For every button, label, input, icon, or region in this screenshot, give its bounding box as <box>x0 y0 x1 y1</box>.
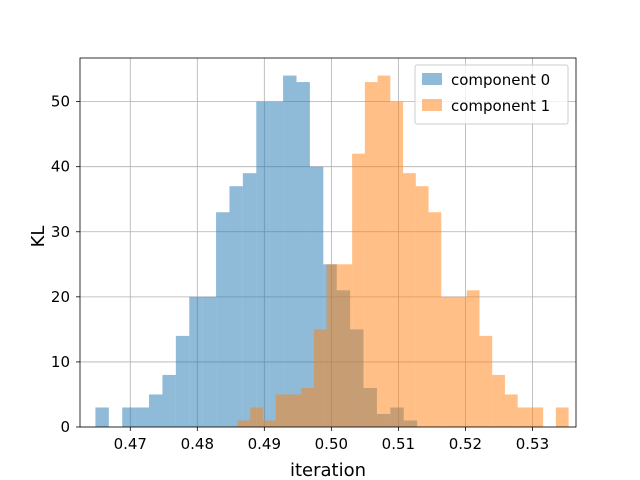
y-tick-label: 0 <box>60 418 70 436</box>
histogram-bars <box>95 75 569 428</box>
histogram-bar-component-0 <box>269 101 284 427</box>
histogram-bar-component-1 <box>352 153 365 427</box>
histogram-bar-component-0 <box>256 101 270 427</box>
legend-label-component-1: component 1 <box>451 97 550 115</box>
histogram-bar-component-1 <box>517 407 531 427</box>
histogram-bar-component-1 <box>530 407 544 427</box>
histogram-bar-component-1 <box>466 290 480 427</box>
x-axis-label: iteration <box>290 460 366 480</box>
histogram-bar-component-1 <box>250 407 263 427</box>
plot-frame <box>79 57 577 428</box>
histogram-bar-component-0 <box>296 82 310 427</box>
histogram-bar-component-1 <box>415 186 429 427</box>
histogram-bar-component-1 <box>326 264 340 427</box>
histogram-bar-component-1 <box>301 387 314 427</box>
histogram-bar-component-0 <box>189 296 203 427</box>
y-tick-label: 10 <box>51 353 70 371</box>
histogram-bar-component-0 <box>135 407 150 427</box>
x-tick-label: 0.53 <box>516 435 549 453</box>
histogram-bar-component-1 <box>237 420 251 427</box>
legend: component 0 component 1 <box>414 64 569 125</box>
y-axis-label: KL <box>28 226 49 248</box>
x-tick-label: 0.52 <box>449 435 482 453</box>
histogram-bar-component-1 <box>390 101 404 427</box>
histogram-bar-component-1 <box>479 335 493 427</box>
y-tick-label: 40 <box>51 158 70 176</box>
histogram-bar-component-0 <box>242 173 257 427</box>
histogram-bar-component-0 <box>95 407 109 427</box>
histogram-bar-component-1 <box>262 420 276 427</box>
histogram-bar-component-1 <box>403 173 416 427</box>
histogram-bar-component-0 <box>122 407 136 427</box>
x-tick-label: 0.49 <box>248 435 281 453</box>
histogram-bar-component-0 <box>216 212 230 427</box>
histogram-bar-component-1 <box>441 296 455 427</box>
histogram-bar-component-1 <box>555 407 569 427</box>
histogram-bar-component-1 <box>364 82 378 427</box>
histogram-bar-component-1 <box>454 296 467 427</box>
y-tick-label: 30 <box>51 223 70 241</box>
histogram-bar-component-0 <box>202 296 217 427</box>
histogram-bar-component-0 <box>283 75 297 428</box>
histogram-bar-component-1 <box>288 394 302 427</box>
histogram-bar-component-1 <box>377 75 391 428</box>
histogram-bar-component-1 <box>275 394 289 427</box>
histogram-bar-component-1 <box>504 394 518 427</box>
histogram-bar-component-1 <box>339 264 353 427</box>
x-tick-label: 0.51 <box>382 435 415 453</box>
legend-swatch-component-1 <box>422 99 442 111</box>
histogram-bar-component-0 <box>149 394 163 427</box>
histogram-bar-component-1 <box>313 329 327 427</box>
legend-swatch-component-0 <box>422 73 442 85</box>
histogram-bar-component-0 <box>175 335 190 427</box>
x-tick-label: 0.50 <box>315 435 348 453</box>
histogram-bar-component-1 <box>492 374 505 427</box>
legend-label-component-0: component 0 <box>451 71 550 89</box>
axis-ticks: 0.47 0.48 0.49 0.50 0.51 0.52 0.53 0 10 20 30 40 50 <box>51 93 549 453</box>
y-tick-label: 50 <box>51 93 70 111</box>
histogram-bar-component-0 <box>162 374 176 427</box>
x-tick-label: 0.48 <box>181 435 214 453</box>
y-tick-label: 20 <box>51 288 70 306</box>
x-tick-label: 0.47 <box>114 435 147 453</box>
histogram-bar-component-1 <box>428 212 442 427</box>
legend-box <box>414 64 569 125</box>
histogram-bar-component-0 <box>229 186 243 427</box>
